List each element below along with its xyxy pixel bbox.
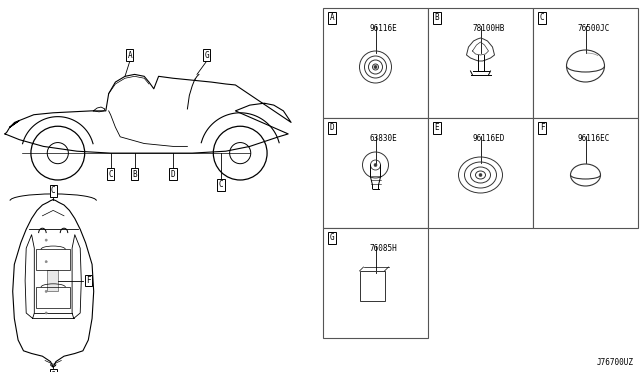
Bar: [323, 118, 428, 228]
Text: 78100HB: 78100HB: [472, 24, 505, 33]
Text: D: D: [171, 170, 175, 179]
Text: 96116E: 96116E: [370, 24, 397, 33]
Text: 96116ED: 96116ED: [472, 134, 505, 143]
Bar: [47, 270, 58, 291]
Bar: [360, 271, 385, 301]
Text: B: B: [132, 170, 137, 179]
Bar: [428, 8, 533, 118]
Text: 76500JC: 76500JC: [577, 24, 610, 33]
Text: G: G: [204, 51, 209, 60]
Text: C: C: [108, 170, 113, 179]
Circle shape: [45, 239, 47, 241]
Circle shape: [374, 65, 377, 68]
Bar: [323, 228, 428, 338]
Text: 76085H: 76085H: [370, 244, 397, 253]
Circle shape: [479, 173, 482, 176]
Bar: [533, 8, 638, 118]
Circle shape: [45, 312, 47, 314]
Bar: [36, 249, 70, 270]
Text: G: G: [330, 234, 334, 243]
Text: A: A: [330, 13, 334, 22]
Text: E: E: [435, 124, 439, 132]
Circle shape: [45, 261, 47, 263]
Text: C: C: [51, 186, 56, 195]
Circle shape: [45, 290, 47, 292]
Text: 96116EC: 96116EC: [577, 134, 610, 143]
Bar: [323, 8, 428, 118]
Circle shape: [374, 164, 377, 167]
Bar: [533, 118, 638, 228]
Text: A: A: [127, 51, 132, 60]
Text: F: F: [86, 276, 91, 285]
Text: D: D: [330, 124, 334, 132]
Text: B: B: [435, 13, 439, 22]
Text: C: C: [51, 371, 56, 372]
Text: J76700UZ: J76700UZ: [597, 358, 634, 367]
Text: C: C: [540, 13, 544, 22]
Text: 63830E: 63830E: [370, 134, 397, 143]
Text: C: C: [219, 180, 223, 189]
Bar: [428, 118, 533, 228]
Bar: [36, 287, 70, 308]
Text: F: F: [540, 124, 544, 132]
